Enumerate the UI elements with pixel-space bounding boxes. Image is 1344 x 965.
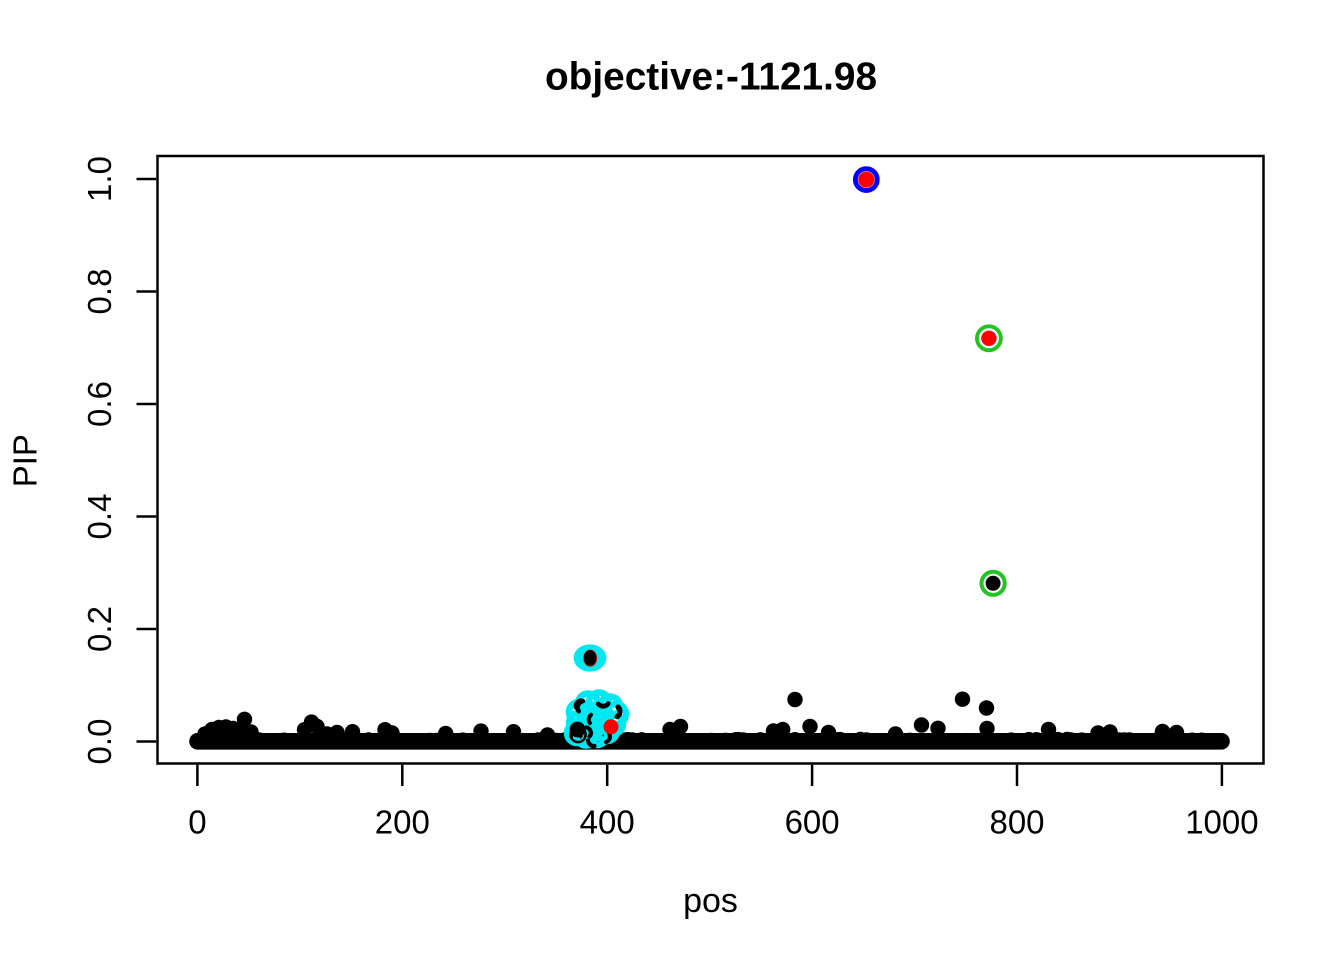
svg-text:0.2: 0.2 — [81, 606, 118, 652]
svg-text:800: 800 — [989, 804, 1044, 841]
svg-text:1.0: 1.0 — [81, 156, 118, 202]
svg-text:0.8: 0.8 — [81, 269, 118, 315]
svg-text:400: 400 — [580, 804, 635, 841]
svg-text:0.6: 0.6 — [81, 381, 118, 427]
svg-text:0: 0 — [188, 804, 206, 841]
svg-text:1000: 1000 — [1185, 804, 1258, 841]
svg-text:200: 200 — [375, 804, 430, 841]
svg-text:pos: pos — [683, 882, 738, 920]
svg-text:600: 600 — [785, 804, 840, 841]
svg-text:objective:-1121.98: objective:-1121.98 — [545, 56, 877, 99]
svg-text:PIP: PIP — [7, 434, 44, 487]
svg-text:0.0: 0.0 — [81, 719, 118, 765]
svg-text:0.4: 0.4 — [81, 494, 118, 540]
